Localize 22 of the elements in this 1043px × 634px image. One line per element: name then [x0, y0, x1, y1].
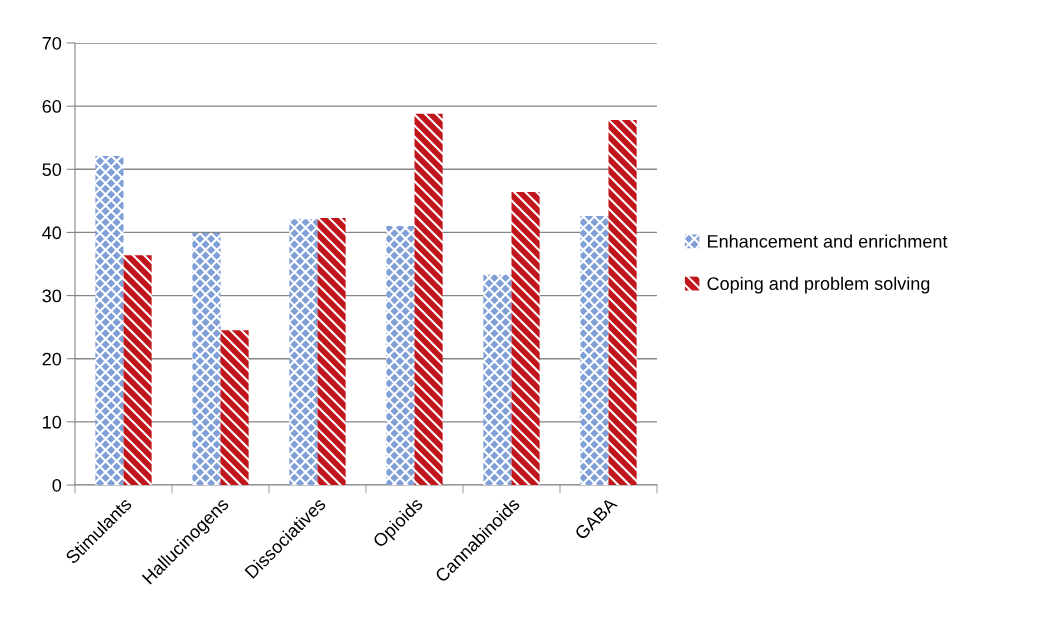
bar [511, 192, 540, 485]
y-tick-label: 70 [42, 36, 62, 50]
bar [220, 330, 249, 485]
bar [95, 156, 124, 485]
bar [580, 216, 609, 485]
y-tick-label: 30 [42, 289, 62, 303]
y-tick-label: 10 [43, 415, 62, 429]
y-tick-label: 20 [42, 352, 62, 366]
legend-label: Coping and problem solving [707, 276, 930, 294]
bar [317, 217, 346, 485]
y-tick-label: 40 [42, 226, 62, 240]
legend-label: Enhancement and enrichment [708, 234, 948, 248]
bar [608, 120, 637, 485]
bar [289, 219, 318, 485]
y-tick-label: 0 [52, 478, 62, 492]
bar [386, 226, 415, 485]
bar [414, 113, 443, 485]
bar [192, 233, 221, 485]
bar [483, 274, 512, 485]
y-tick-label: 50 [42, 163, 62, 177]
y-tick-label: 60 [42, 100, 62, 113]
bar [123, 255, 152, 485]
